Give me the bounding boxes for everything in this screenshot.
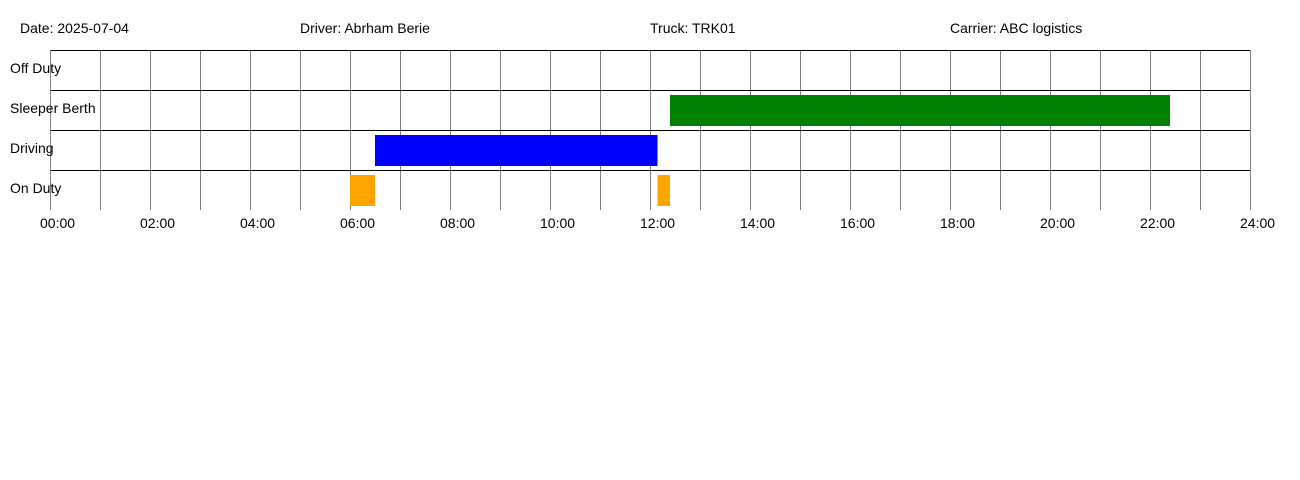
carrier-label: Carrier: ABC logistics bbox=[950, 20, 1083, 36]
x-tick-label: 18:00 bbox=[940, 215, 975, 231]
x-tick-label: 24:00 bbox=[1240, 215, 1275, 231]
status-bar-driving bbox=[375, 135, 658, 166]
date-label: Date: 2025-07-04 bbox=[20, 20, 129, 36]
status-bar-on-duty bbox=[657, 175, 670, 206]
driver-label: Driver: Abrham Berie bbox=[300, 20, 430, 36]
x-tick-label: 22:00 bbox=[1140, 215, 1175, 231]
x-tick-label: 20:00 bbox=[1040, 215, 1075, 231]
status-bars bbox=[350, 95, 1170, 206]
status-bar-sleeper-berth bbox=[670, 95, 1170, 126]
x-tick-label: 02:00 bbox=[140, 215, 175, 231]
x-tick-label: 10:00 bbox=[540, 215, 575, 231]
row-labels: Off Duty Sleeper Berth Driving On Duty bbox=[10, 60, 96, 196]
x-tick-label: 08:00 bbox=[440, 215, 475, 231]
x-tick-label: 04:00 bbox=[240, 215, 275, 231]
row-label-driving: Driving bbox=[10, 140, 54, 156]
x-tick-label: 14:00 bbox=[740, 215, 775, 231]
x-tick-label: 12:00 bbox=[640, 215, 675, 231]
x-axis-ticks: 00:00 02:00 04:00 06:00 08:00 10:00 12:00 14:00… bbox=[40, 215, 1275, 231]
x-tick-label: 16:00 bbox=[840, 215, 875, 231]
x-tick-label: 00:00 bbox=[40, 215, 75, 231]
status-bar-on-duty bbox=[350, 175, 375, 206]
chart-grid bbox=[50, 50, 1251, 210]
truck-label: Truck: TRK01 bbox=[650, 20, 736, 36]
row-label-on-duty: On Duty bbox=[10, 180, 61, 196]
x-tick-label: 06:00 bbox=[340, 215, 375, 231]
row-label-off-duty: Off Duty bbox=[10, 60, 61, 76]
row-label-sleeper-berth: Sleeper Berth bbox=[10, 100, 96, 116]
